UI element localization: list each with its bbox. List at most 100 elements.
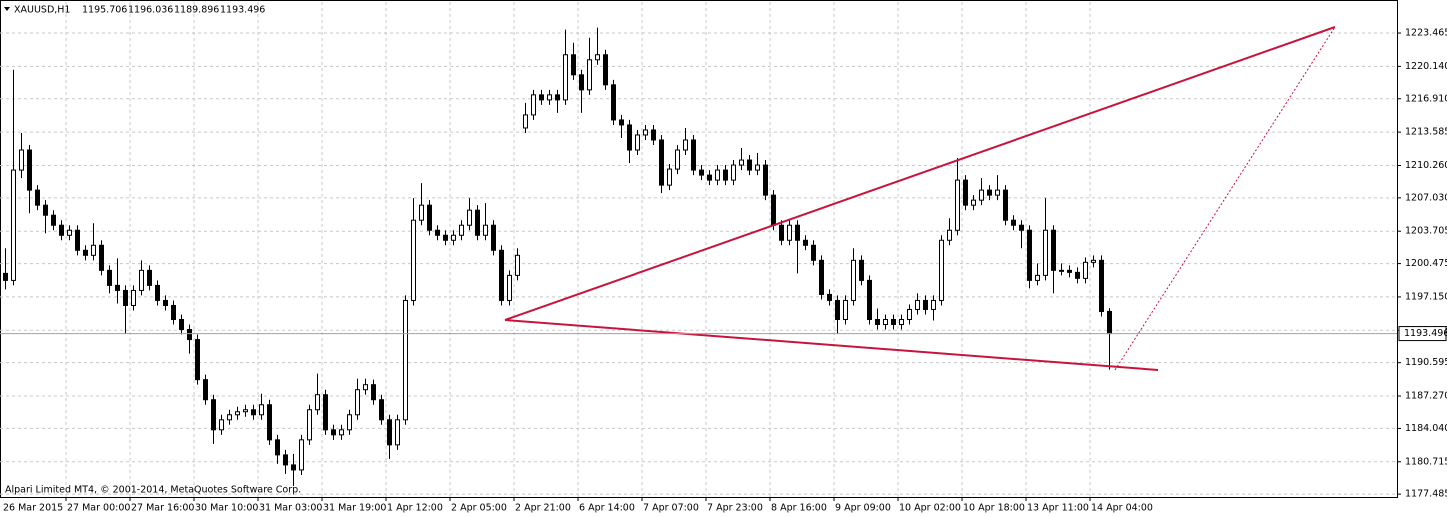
candle-body <box>563 54 568 101</box>
x-tick-label: 6 Apr 14:00 <box>579 503 635 514</box>
candle-body <box>395 419 400 446</box>
axes: 1223.465 1220.140 1216.910 1213.585 1210.260… <box>0 28 1447 514</box>
candle-body <box>1035 274 1040 281</box>
candle-body <box>811 244 816 261</box>
candle-body <box>1107 310 1112 335</box>
candle-body <box>227 414 232 421</box>
candle-body <box>443 234 448 241</box>
candle-body <box>283 454 288 466</box>
x-tick-label: 8 Apr 16:00 <box>771 503 827 514</box>
candle-body <box>963 179 968 206</box>
y-tick-label: 1223.465 <box>1405 28 1447 39</box>
menu-arrow <box>4 7 10 11</box>
candle-body <box>755 164 760 171</box>
candle-body <box>507 274 512 301</box>
x-tick-label: 2 Apr 21:00 <box>515 503 571 514</box>
candle-body <box>491 224 496 251</box>
candle-body <box>315 394 320 411</box>
candle-body <box>1099 259 1104 312</box>
y-tick-label: 1220.140 <box>1405 61 1447 72</box>
trendline <box>504 319 1159 371</box>
candle-body <box>763 164 768 196</box>
candle-body <box>883 318 888 326</box>
candle-body <box>43 204 48 216</box>
ohlc-close: 1193.496 <box>220 5 265 16</box>
x-tick-label: 31 Mar 03:00 <box>259 503 322 514</box>
candle-body <box>899 318 904 326</box>
x-tick-label: 9 Apr 09:00 <box>835 503 891 514</box>
candle-body <box>323 394 328 431</box>
y-tick-label: 1184.040 <box>1405 423 1447 434</box>
candle-body <box>787 224 792 241</box>
candle-body <box>619 119 624 126</box>
trendline <box>504 26 1336 321</box>
x-tick-label: 26 Mar 2015 <box>3 503 63 514</box>
candle-body <box>539 94 544 101</box>
candle-body <box>475 209 480 236</box>
candle-body <box>955 179 960 231</box>
candle-body <box>99 244 104 271</box>
candle-body <box>947 229 952 241</box>
y-tick-label: 1210.260 <box>1405 160 1447 171</box>
y-tick-label: 1216.910 <box>1405 93 1447 104</box>
candle-body <box>27 149 32 191</box>
candle-body <box>299 439 304 471</box>
candle-body <box>819 259 824 295</box>
candle-body <box>235 411 240 416</box>
candle-body <box>187 329 192 341</box>
candle-body <box>987 189 992 196</box>
candle-body <box>795 224 800 241</box>
candles <box>3 27 1112 486</box>
x-tick-label: 10 Apr 18:00 <box>963 503 1025 514</box>
candle-body <box>91 244 96 256</box>
y-tick-label: 1177.485 <box>1405 489 1447 500</box>
candle-body <box>851 259 856 301</box>
candle-body <box>1027 229 1032 281</box>
candle-body <box>971 199 976 206</box>
candle-body <box>659 139 664 186</box>
candle-body <box>627 124 632 151</box>
candle-body <box>123 289 128 306</box>
candle-body <box>203 379 208 401</box>
candle-body <box>923 299 928 310</box>
candle-body <box>843 299 848 320</box>
x-tick-label: 2 Apr 05:00 <box>451 503 507 514</box>
x-tick-label: 7 Apr 07:00 <box>643 503 699 514</box>
candle-body <box>1051 229 1056 271</box>
candle-body <box>83 249 88 256</box>
candle-body <box>411 219 416 301</box>
price-tag <box>1398 326 1447 342</box>
candle-body <box>275 439 280 456</box>
candle-body <box>307 409 312 441</box>
candle-body <box>891 318 896 326</box>
candle-body <box>867 279 872 320</box>
candle-body <box>611 84 616 121</box>
x-tick-label: 30 Mar 10:00 <box>195 503 258 514</box>
candle-body <box>115 284 120 291</box>
x-tick-label: 7 Apr 23:00 <box>707 503 763 514</box>
candle-body <box>107 269 112 286</box>
y-tick-label: 1180.715 <box>1405 456 1447 467</box>
candle-body <box>531 94 536 116</box>
candle-body <box>195 339 200 381</box>
candle-body <box>691 139 696 171</box>
candle-body <box>11 169 16 281</box>
candle-body <box>179 318 184 331</box>
y-tick-label: 1200.475 <box>1405 258 1447 269</box>
candle-body <box>355 389 360 416</box>
candle-body <box>59 224 64 236</box>
y-tick-label: 1207.030 <box>1405 192 1447 203</box>
candle-body <box>675 149 680 170</box>
candle-body <box>571 54 576 76</box>
candle-body <box>259 404 264 416</box>
candle-body <box>363 384 368 391</box>
candle-body <box>707 174 712 181</box>
candle-body <box>435 229 440 236</box>
candle-body <box>1003 189 1008 221</box>
candle-body <box>499 249 504 301</box>
candle-body <box>739 159 744 166</box>
candle-body <box>875 318 880 326</box>
candle-body <box>579 74 584 91</box>
y-tick-label: 1213.585 <box>1405 127 1447 138</box>
